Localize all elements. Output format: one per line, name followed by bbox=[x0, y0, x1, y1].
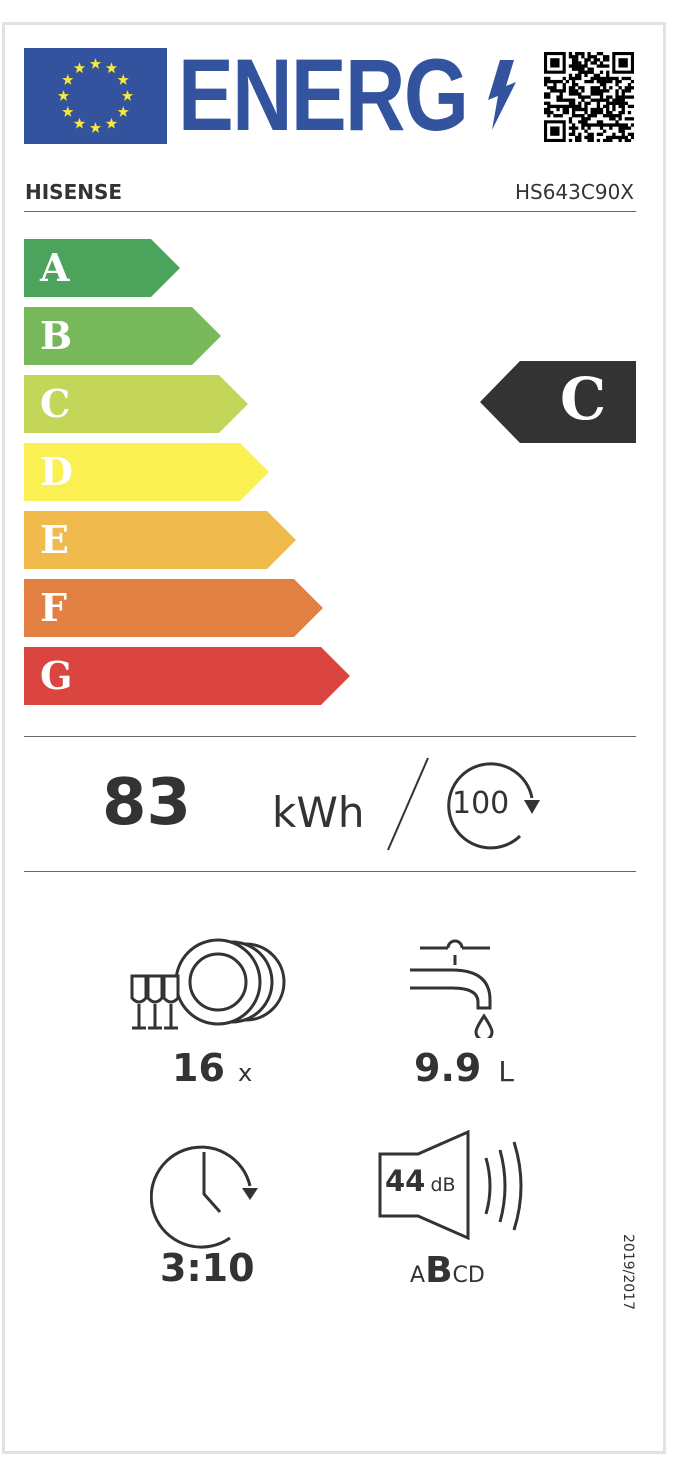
class-letter: G bbox=[40, 653, 73, 698]
noise-value: 44 bbox=[385, 1164, 426, 1198]
class-letter: D bbox=[40, 449, 73, 494]
class-arrow-icon bbox=[24, 375, 248, 433]
eu-flag-icon bbox=[24, 48, 167, 144]
noise-unit: dB bbox=[430, 1174, 456, 1196]
noise-class-d: D bbox=[467, 1263, 485, 1288]
regulation-number: 2019/2017 bbox=[620, 1234, 636, 1310]
class-arrow-icon bbox=[24, 443, 269, 501]
eu-star-icon bbox=[121, 90, 134, 101]
class-arrow-icon bbox=[24, 307, 221, 365]
energy-class-bar-g: G bbox=[24, 647, 350, 705]
eu-star-icon bbox=[117, 106, 129, 117]
capacity: 16 x bbox=[172, 1046, 252, 1090]
rating-letter: C bbox=[560, 365, 607, 433]
energy-class-bar-e: E bbox=[24, 511, 296, 569]
class-arrow-icon bbox=[24, 579, 323, 637]
cycles-count: 100 bbox=[452, 786, 510, 821]
noise-class-scale: ABCD bbox=[410, 1250, 485, 1291]
class-arrow-icon bbox=[24, 511, 296, 569]
eu-star-icon bbox=[89, 58, 102, 69]
lightning-icon bbox=[488, 60, 516, 130]
eu-star-icon bbox=[73, 62, 86, 74]
energy-divider-bottom bbox=[24, 871, 636, 872]
noise-class-a: A bbox=[410, 1263, 426, 1288]
place-settings-icon bbox=[130, 938, 286, 1030]
energy-class-bar-b: B bbox=[24, 307, 221, 365]
eu-star-icon bbox=[62, 74, 74, 85]
brand-name: HISENSE bbox=[25, 180, 123, 204]
class-letter: E bbox=[40, 517, 69, 562]
class-letter: C bbox=[40, 381, 71, 426]
capacity-unit: x bbox=[237, 1059, 253, 1087]
energy-class-bar-a: A bbox=[24, 239, 180, 297]
model-number: HS643C90X bbox=[514, 180, 634, 204]
eu-star-icon bbox=[105, 117, 118, 129]
class-letter: F bbox=[40, 585, 67, 630]
rating-arrow-icon bbox=[480, 361, 636, 443]
duration-value: 3:10 bbox=[160, 1246, 255, 1290]
energy-class-bar-d: D bbox=[24, 443, 269, 501]
eu-star-icon bbox=[73, 117, 86, 129]
water-consumption: 9.9 L bbox=[414, 1046, 514, 1090]
noise-class-c: C bbox=[452, 1263, 468, 1288]
class-letter: B bbox=[40, 313, 73, 358]
header-divider bbox=[24, 211, 636, 212]
energy-class-bar-c: C bbox=[24, 375, 248, 433]
noise-speaker-icon bbox=[378, 1129, 523, 1241]
eu-star-icon bbox=[57, 90, 70, 101]
label-frame bbox=[2, 22, 666, 1454]
energy-logo: ENERG bbox=[178, 38, 469, 152]
energy-consumption-value: 83 bbox=[102, 766, 192, 840]
noise-level: 44 dB bbox=[385, 1164, 456, 1198]
water-tap-icon bbox=[410, 939, 494, 1038]
qr-code-icon bbox=[544, 52, 634, 142]
noise-class-b-selected: B bbox=[425, 1250, 453, 1291]
slash-divider bbox=[387, 757, 429, 851]
energy-unit: kWh bbox=[272, 788, 365, 837]
programme-duration-icon bbox=[150, 1145, 258, 1249]
water-value: 9.9 bbox=[414, 1046, 482, 1090]
energy-class-bar-f: F bbox=[24, 579, 323, 637]
class-arrow-icon bbox=[24, 239, 180, 297]
water-unit: L bbox=[498, 1055, 515, 1088]
cycles-icon bbox=[447, 762, 540, 850]
class-arrow-icon bbox=[24, 647, 350, 705]
class-letter: A bbox=[40, 245, 70, 290]
capacity-value: 16 bbox=[172, 1046, 225, 1090]
eu-star-icon bbox=[62, 106, 74, 117]
eu-star-icon bbox=[105, 62, 118, 74]
eu-star-icon bbox=[117, 74, 129, 85]
energy-divider-top bbox=[24, 736, 636, 737]
rating-indicator: C bbox=[480, 361, 636, 443]
eu-star-icon bbox=[89, 122, 102, 133]
